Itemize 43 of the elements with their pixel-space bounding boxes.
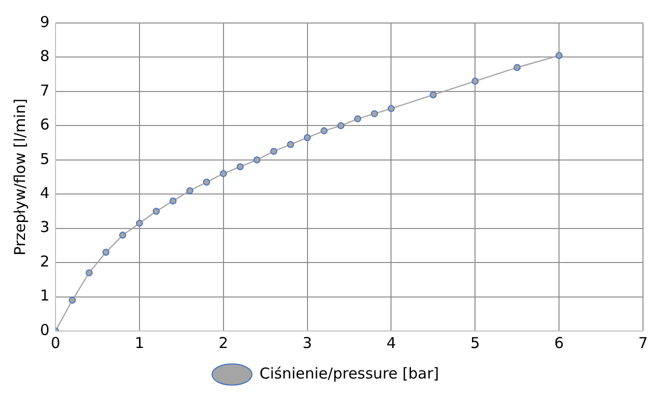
y-tick-label: 3: [40, 218, 50, 236]
x-tick-label: 5: [470, 334, 480, 352]
point: [220, 170, 227, 178]
point: [337, 122, 344, 130]
point: [430, 91, 437, 98]
x-tick-label: 4: [386, 334, 396, 352]
legend-label: Ciśnienie/pressure [bar]: [260, 364, 439, 382]
point: [119, 232, 126, 239]
y-tick-label: 0: [40, 320, 50, 339]
y-tick-label: 1: [40, 286, 50, 305]
x-tick-label: 3: [302, 334, 312, 352]
y-tick-label: 9: [40, 12, 50, 31]
point: [68, 296, 76, 304]
point: [136, 220, 143, 227]
point: [203, 178, 210, 186]
point: [354, 115, 362, 122]
y-tick-label: 8: [40, 47, 50, 66]
point: [370, 110, 378, 118]
x-tick-label: 1: [134, 334, 144, 352]
point: [287, 140, 294, 148]
y-tick-label: 4: [40, 184, 50, 202]
point: [388, 105, 395, 112]
point: [186, 187, 194, 194]
y-tick-label: 6: [40, 116, 50, 134]
x-tick-label: 2: [218, 334, 228, 352]
y-tick-label: 2: [40, 252, 50, 270]
point: [556, 52, 563, 60]
point: [102, 248, 110, 256]
y-tick-label: 7: [40, 81, 50, 100]
point: [304, 134, 311, 142]
x-tick-label: 7: [638, 334, 648, 352]
x-tick-label: 6: [554, 334, 564, 352]
point: [152, 208, 160, 215]
point: [514, 64, 521, 71]
y-tick-label: 5: [40, 150, 50, 168]
point: [253, 156, 260, 164]
point: [170, 197, 177, 204]
point: [472, 78, 479, 85]
point: [86, 269, 93, 276]
point: [236, 163, 244, 170]
point: [270, 148, 278, 155]
point: [320, 127, 328, 134]
y-axis-title: Przepływ/flow [l/min]: [10, 98, 29, 256]
